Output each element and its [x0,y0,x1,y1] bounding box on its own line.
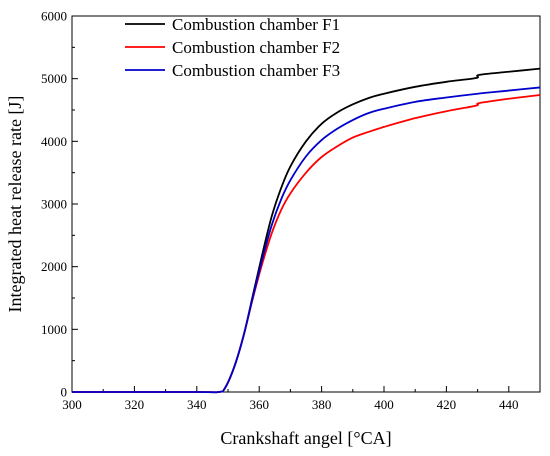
y-tick-label: 5000 [41,71,67,86]
y-tick-label: 1000 [41,322,67,337]
y-axis-title: Integrated heat release rate [J] [5,96,25,313]
y-tick-label: 2000 [41,259,67,274]
y-tick-label: 0 [61,385,68,400]
series-group [72,67,541,394]
x-tick-label: 400 [374,397,394,412]
x-tick-label: 440 [499,397,519,412]
legend: Combustion chamber F1 Combustion chamber … [125,15,340,80]
y-tick-label: 6000 [41,9,67,24]
x-tick-label: 320 [125,397,145,412]
y-tick-label: 4000 [41,134,67,149]
axis-ticks: 300 320 340 360 380 400 420 440 0 1000 2000 3000 400… [41,9,519,413]
series-line-2 [72,94,541,394]
legend-label-3: Combustion chamber F3 [172,61,340,80]
x-tick-label: 340 [187,397,207,412]
x-tick-label: 420 [437,397,457,412]
x-tick-label: 360 [249,397,269,412]
series-line-1 [72,67,541,394]
series-line-3 [72,86,541,394]
x-tick-label: 380 [312,397,332,412]
legend-label-1: Combustion chamber F1 [172,15,340,34]
x-axis-title: Crankshaft angel [°CA] [220,428,391,448]
x-tick-label: 300 [62,397,82,412]
y-tick-label: 3000 [41,197,67,212]
legend-label-2: Combustion chamber F2 [172,38,340,57]
